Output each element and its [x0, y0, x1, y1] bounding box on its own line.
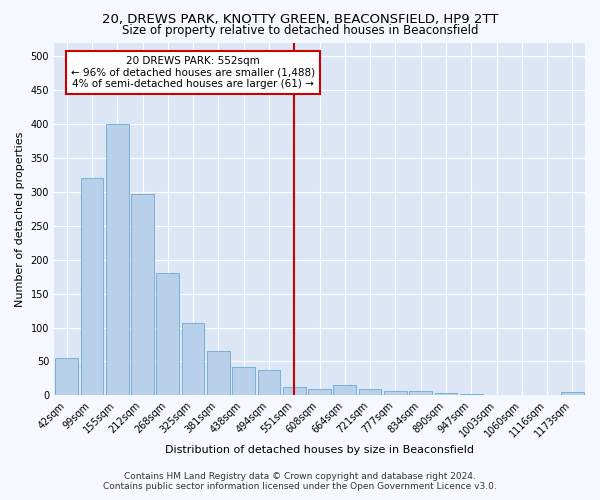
Bar	[511, 394, 533, 396]
Bar	[561, 392, 584, 396]
Bar	[131, 194, 154, 396]
Bar	[283, 388, 305, 396]
Bar	[460, 394, 482, 396]
Text: 20 DREWS PARK: 552sqm
← 96% of detached houses are smaller (1,488)
4% of semi-de: 20 DREWS PARK: 552sqm ← 96% of detached …	[71, 56, 315, 90]
Bar	[384, 390, 407, 396]
Text: Size of property relative to detached houses in Beaconsfield: Size of property relative to detached ho…	[122, 24, 478, 37]
Bar	[257, 370, 280, 396]
Bar	[80, 178, 103, 396]
Y-axis label: Number of detached properties: Number of detached properties	[15, 132, 25, 306]
Bar	[334, 385, 356, 396]
Bar	[434, 392, 457, 396]
Text: 20, DREWS PARK, KNOTTY GREEN, BEACONSFIELD, HP9 2TT: 20, DREWS PARK, KNOTTY GREEN, BEACONSFIE…	[102, 12, 498, 26]
Text: Contains HM Land Registry data © Crown copyright and database right 2024.
Contai: Contains HM Land Registry data © Crown c…	[103, 472, 497, 491]
Bar	[409, 392, 432, 396]
Bar	[182, 323, 205, 396]
X-axis label: Distribution of detached houses by size in Beaconsfield: Distribution of detached houses by size …	[165, 445, 474, 455]
Bar	[157, 274, 179, 396]
Bar	[207, 352, 230, 396]
Bar	[232, 367, 255, 396]
Bar	[106, 124, 128, 396]
Bar	[485, 394, 508, 396]
Bar	[55, 358, 78, 396]
Bar	[359, 388, 382, 396]
Bar	[308, 388, 331, 396]
